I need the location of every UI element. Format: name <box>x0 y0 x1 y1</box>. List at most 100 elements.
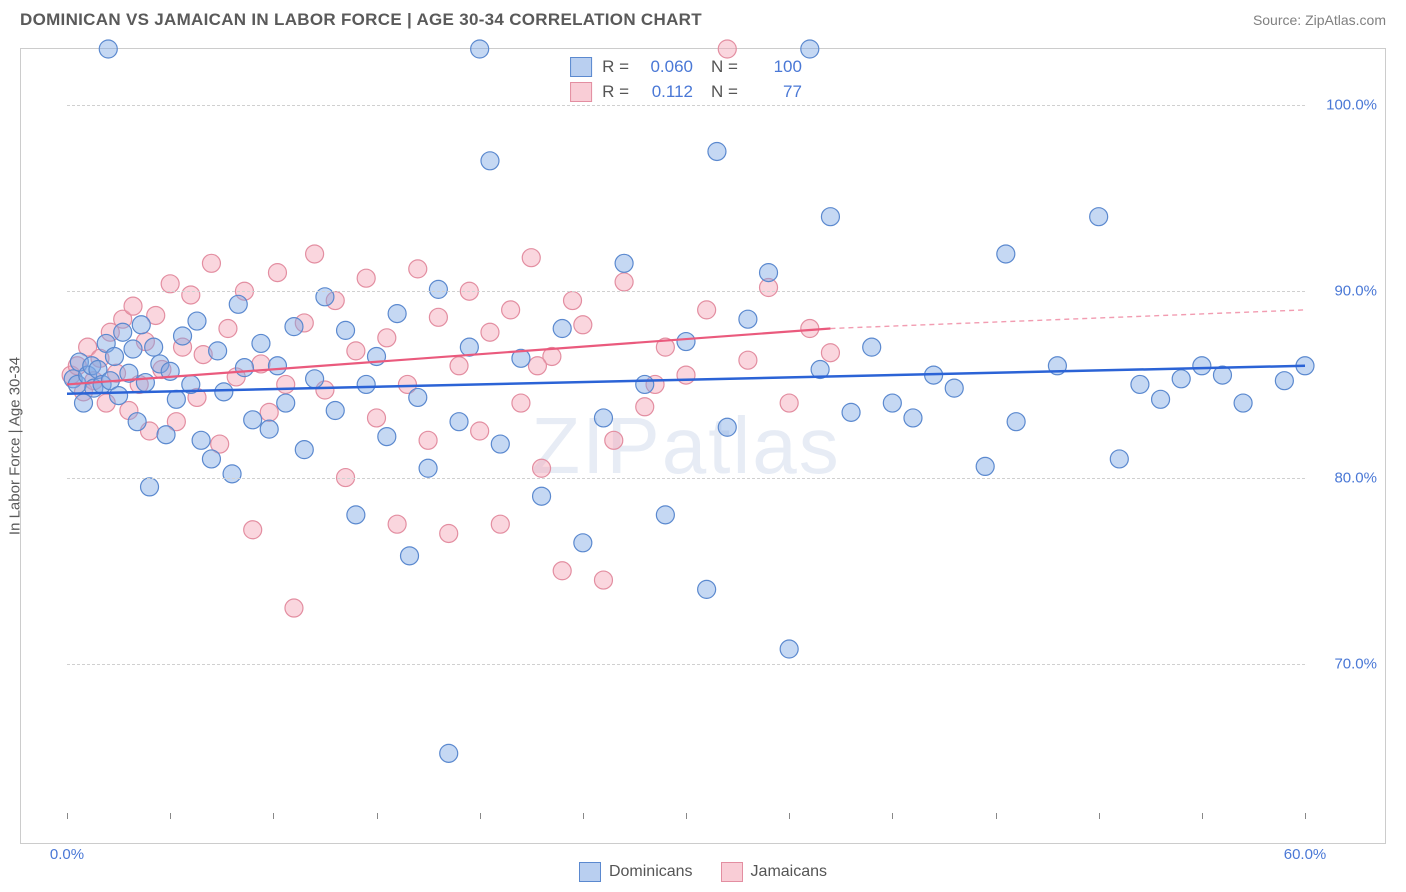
scatter-point <box>533 487 551 505</box>
y-axis-label: In Labor Force | Age 30-34 <box>7 357 24 535</box>
scatter-point <box>739 351 757 369</box>
scatter-point <box>161 275 179 293</box>
scatter-point <box>99 40 117 58</box>
chart-title: DOMINICAN VS JAMAICAN IN LABOR FORCE | A… <box>20 10 702 30</box>
scatter-point <box>615 254 633 272</box>
scatter-point <box>553 320 571 338</box>
scatter-point <box>132 316 150 334</box>
scatter-point <box>419 459 437 477</box>
scatter-point <box>252 334 270 352</box>
stats-row-jamaicans: R = 0.112 N = 77 <box>570 80 802 105</box>
y-tick-label: 70.0% <box>1334 655 1377 672</box>
scatter-point <box>883 394 901 412</box>
stats-legend: R = 0.060 N = 100 R = 0.112 N = 77 <box>570 55 802 104</box>
n-value: 77 <box>748 80 802 105</box>
scatter-point <box>285 318 303 336</box>
scatter-point <box>235 359 253 377</box>
scatter-point <box>209 342 227 360</box>
scatter-point <box>997 245 1015 263</box>
legend-label: Jamaicans <box>751 863 827 881</box>
y-tick-label: 100.0% <box>1326 96 1377 113</box>
scatter-point <box>739 310 757 328</box>
scatter-point <box>1007 413 1025 431</box>
scatter-point <box>553 562 571 580</box>
scatter-point <box>1193 357 1211 375</box>
scatter-point <box>708 142 726 160</box>
stats-row-dominicans: R = 0.060 N = 100 <box>570 55 802 80</box>
scatter-point <box>244 411 262 429</box>
scatter-point <box>1172 370 1190 388</box>
x-tick-label: 0.0% <box>50 846 84 863</box>
scatter-point <box>677 366 695 384</box>
scatter-point <box>471 40 489 58</box>
scatter-point <box>277 375 295 393</box>
scatter-point <box>277 394 295 412</box>
r-label: R = <box>602 55 629 80</box>
scatter-point <box>450 357 468 375</box>
scatter-point <box>863 338 881 356</box>
scatter-point <box>347 342 365 360</box>
scatter-point <box>564 292 582 310</box>
scatter-point <box>522 249 540 267</box>
n-value: 100 <box>748 55 802 80</box>
scatter-point <box>801 40 819 58</box>
scatter-point <box>229 295 247 313</box>
scatter-point <box>502 301 520 319</box>
plot-area: ZIPatlas R = 0.060 N = 100 R = 0.112 N =… <box>67 49 1305 813</box>
scatter-point <box>718 418 736 436</box>
scatter-point <box>145 338 163 356</box>
r-value: 0.112 <box>639 80 693 105</box>
scatter-point <box>471 422 489 440</box>
scatter-point <box>450 413 468 431</box>
scatter-point <box>306 245 324 263</box>
scatter-point <box>440 524 458 542</box>
scatter-point <box>1234 394 1252 412</box>
swatch-blue-icon <box>570 57 592 77</box>
chart-container: In Labor Force | Age 30-34 ZIPatlas R = … <box>20 48 1386 844</box>
scatter-point <box>1090 208 1108 226</box>
scatter-point <box>357 269 375 287</box>
scatter-point <box>842 403 860 421</box>
scatter-point <box>326 402 344 420</box>
scatter-point <box>167 390 185 408</box>
bottom-legend: Dominicans Jamaicans <box>0 862 1406 882</box>
scatter-point <box>215 383 233 401</box>
scatter-point <box>481 323 499 341</box>
scatter-point <box>429 308 447 326</box>
scatter-point <box>760 264 778 282</box>
n-label: N = <box>711 55 738 80</box>
scatter-point <box>821 208 839 226</box>
scatter-point <box>1131 375 1149 393</box>
scatter-point <box>409 260 427 278</box>
scatter-point <box>512 394 530 412</box>
y-tick-label: 90.0% <box>1334 283 1377 300</box>
scatter-point <box>268 264 286 282</box>
scatter-point <box>136 374 154 392</box>
scatter-point <box>780 640 798 658</box>
scatter-point <box>615 273 633 291</box>
scatter-point <box>656 506 674 524</box>
scatter-point <box>141 478 159 496</box>
scatter-point <box>440 744 458 762</box>
scatter-point <box>378 329 396 347</box>
scatter-point <box>491 435 509 453</box>
scatter-point <box>594 571 612 589</box>
swatch-pink-icon <box>721 862 743 882</box>
chart-source: Source: ZipAtlas.com <box>1253 12 1386 28</box>
scatter-point <box>306 370 324 388</box>
scatter-point <box>1152 390 1170 408</box>
scatter-point <box>124 340 142 358</box>
scatter-point <box>368 409 386 427</box>
scatter-point <box>260 403 278 421</box>
scatter-point <box>945 379 963 397</box>
scatter-point <box>1275 372 1293 390</box>
scatter-point <box>904 409 922 427</box>
scatter-point <box>780 394 798 412</box>
r-label: R = <box>602 80 629 105</box>
scatter-point <box>574 316 592 334</box>
scatter-point <box>636 375 654 393</box>
scatter-point <box>105 347 123 365</box>
swatch-blue-icon <box>579 862 601 882</box>
scatter-point <box>202 450 220 468</box>
scatter-point <box>295 441 313 459</box>
